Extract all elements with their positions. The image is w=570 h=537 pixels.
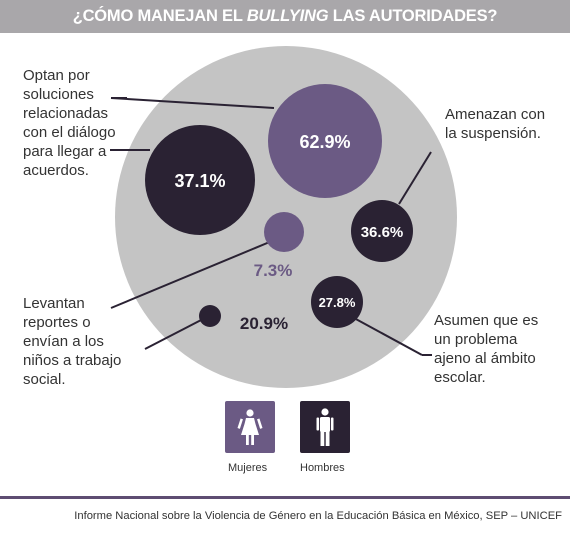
annotation-line: ajeno al ámbito [434,350,536,367]
leader-line-suspension [398,151,432,205]
footer-divider [0,496,570,499]
legend-swatch-mujeres [225,401,275,453]
annotation-line: acuerdos. [23,162,89,179]
bubble-hombres-suspension [351,200,413,262]
annotation-line: reportes o [23,314,91,331]
annotation-ajeno: Asumen que es un problema ajeno al ámbit… [434,311,538,387]
annotation-line: relacionadas [23,105,109,122]
data-label-37-1: 37.1% [174,171,225,191]
source-note: Informe Nacional sobre la Violencia de G… [74,510,562,522]
annotation-line: Asumen que es [434,312,539,329]
annotation-reportes: Levantan reportes o envían a los niños a… [23,294,121,389]
annotation-line: soluciones [23,86,94,103]
data-label-27-8: 27.8% [319,295,356,310]
male-figure-icon [316,408,334,446]
data-label-62-9: 62.9% [299,132,350,152]
annotation-line: para llegar a [23,143,107,160]
annotation-dialogo: Optan por soluciones relacionadas con el… [23,66,116,180]
annotation-line: niños a trabajo [23,352,122,369]
legend-swatch-hombres [300,401,350,453]
bubble-hombres-ajeno [311,276,363,328]
bubble-hombres-dialogo [145,125,255,235]
annotation-line: Optan por [23,67,90,84]
data-label-20-9: 20.9% [240,314,288,333]
leader-line-ajeno [353,317,423,356]
legend-label-mujeres: Mujeres [228,462,268,474]
annotation-line: envían a los [23,333,104,350]
annotation-line: escolar. [434,369,486,386]
bubble-hombres-reportes [199,305,221,327]
annotation-line: social. [23,371,66,388]
bubble-mujeres-dialogo [268,84,382,198]
data-label-7-3: 7.3% [254,261,293,280]
leader-line-dialogo [110,97,275,109]
leader-line-reportes-2 [144,317,206,350]
chart-title: ¿CÓMO MANEJAN EL BULLYING LAS AUTORIDADE… [72,7,498,25]
data-label-36-6: 36.6% [361,224,404,241]
annotation-line: Levantan [23,295,85,312]
leader-line-reportes [110,240,273,309]
annotation-line: un problema [434,331,518,348]
annotation-line: la suspensión. [445,125,541,142]
title-bar [0,0,570,33]
annotation-line: Amenazan con [445,106,546,123]
annotation-line: con el diálogo [23,124,116,141]
female-figure-icon [237,409,263,445]
bubble-mujeres-reportes [264,212,304,252]
legend-label-hombres: Hombres [300,462,345,474]
annotation-suspension: Amenazan con la suspensión. [445,105,545,143]
